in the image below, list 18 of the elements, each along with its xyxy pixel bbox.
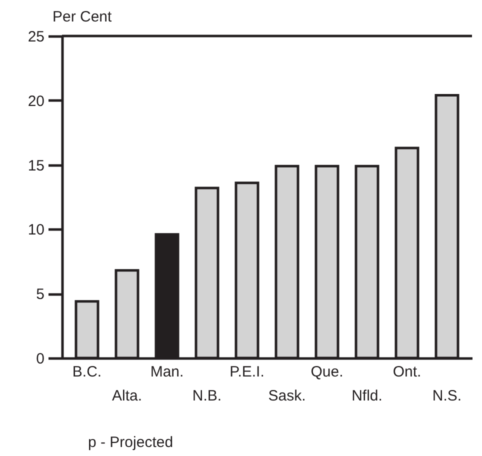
x-tick-label: N.B. (192, 388, 222, 404)
y-tick-label: 25 (28, 28, 44, 46)
y-tick-label: 10 (28, 222, 44, 239)
x-tick-label: N.S. (432, 388, 462, 404)
y-tick-label: 5 (36, 286, 44, 304)
y-tick-label: 15 (28, 157, 44, 174)
x-tick-label: Alta. (112, 388, 142, 404)
y-tick-label: 20 (28, 92, 44, 110)
x-tick-label: Man. (150, 364, 184, 380)
x-tick-label: Sask. (268, 388, 306, 404)
x-tick-label: P.E.I. (230, 364, 264, 380)
x-tick-label: B.C. (72, 364, 102, 380)
text: p - Projected (88, 434, 174, 451)
x-tick-label: Ont. (392, 364, 422, 380)
x-tick-label: Que. (310, 364, 344, 380)
y-axis-title: Per Cent (52, 8, 113, 26)
y-tick-label: 0 (36, 350, 44, 368)
x-tick-label: Nfld. (352, 388, 382, 404)
